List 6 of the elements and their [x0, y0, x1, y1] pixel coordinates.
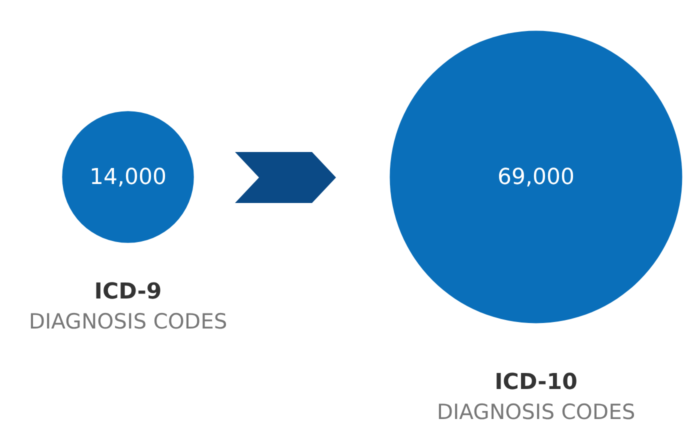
text: DIAGNOSIS CODES	[436, 400, 636, 423]
data-label: 14,000	[90, 165, 166, 190]
text: DIAGNOSIS CODES	[28, 309, 228, 334]
data-label: 69,000	[498, 165, 574, 190]
category-label: ICD-9	[94, 279, 162, 304]
category-label: ICD-10	[494, 370, 578, 395]
